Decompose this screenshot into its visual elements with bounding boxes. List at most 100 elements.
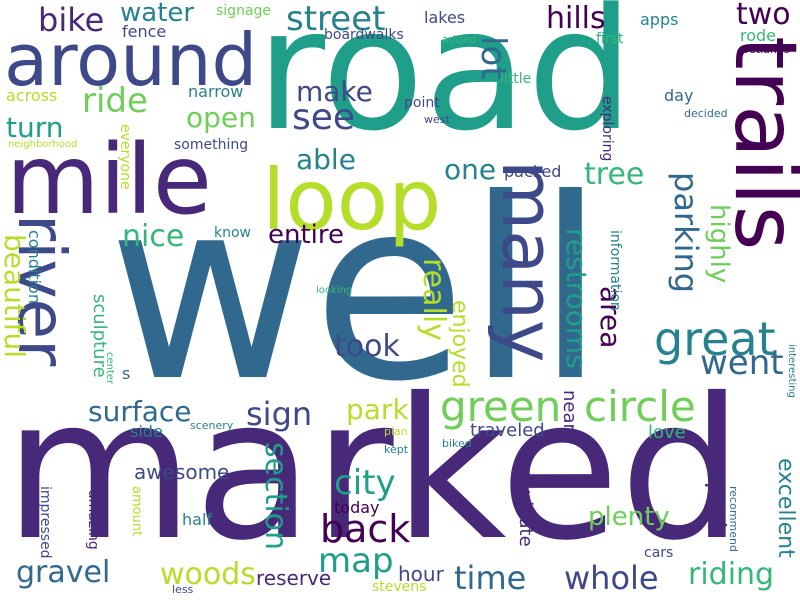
word-time: time <box>454 559 527 597</box>
word-marked: marked <box>4 356 744 583</box>
word-interesting: interesting <box>786 344 797 398</box>
word-center: center <box>104 352 115 385</box>
word-apps: apps <box>640 10 679 29</box>
word-one: one <box>444 153 497 186</box>
word-near: near <box>559 390 580 431</box>
word-kept: kept <box>384 443 409 456</box>
word-awesome: awesome <box>134 460 230 484</box>
word-across: across <box>6 86 58 105</box>
word-hills: hills <box>546 1 606 36</box>
word-many: many <box>486 160 570 363</box>
word-traveled: traveled <box>470 420 545 441</box>
word-information: information <box>607 230 623 311</box>
word-amazing: amazing <box>85 490 101 550</box>
word-condition: condition <box>25 230 44 304</box>
word-fence: fence <box>122 22 167 41</box>
word-see: see <box>292 97 356 138</box>
word-point: point <box>404 95 440 111</box>
word-mile: mile <box>6 124 212 236</box>
word-navigate: navigate <box>515 468 536 547</box>
word-restrooms: restrooms <box>560 228 593 369</box>
word-sculpture: sculpture <box>89 294 110 378</box>
word-side: side <box>130 422 163 441</box>
word-reserve: reserve <box>256 566 332 590</box>
word-recommend: recommend <box>727 486 740 552</box>
word-day: day <box>664 86 694 105</box>
word-scenery: scenery <box>190 419 234 432</box>
word-surface: surface <box>88 395 192 428</box>
word-cars: cars <box>644 545 674 561</box>
word-went: went <box>700 343 784 383</box>
word-whole: whole <box>564 559 659 597</box>
word-plan: plan <box>384 425 408 438</box>
word-took: took <box>334 329 400 364</box>
word-green: green <box>440 382 562 431</box>
word-gravel: gravel <box>16 555 111 590</box>
word-nice: nice <box>122 219 185 254</box>
word-know: know <box>214 225 251 241</box>
word-parking: parking <box>667 172 705 294</box>
word-added: added <box>442 33 477 46</box>
word-entire: entire <box>268 220 345 250</box>
word-water: water <box>120 0 195 28</box>
word-boardwalks: boardwalks <box>324 27 404 43</box>
word-half: half <box>182 510 213 529</box>
word-area: area <box>594 286 627 349</box>
word-narrow: narrow <box>188 82 244 101</box>
word-impressed: impressed <box>37 486 53 559</box>
word-rode: rode <box>740 26 777 45</box>
word-able: able <box>296 143 356 176</box>
word-excellent: excellent <box>773 458 798 558</box>
word-circle: circle <box>584 382 696 431</box>
word-riding: riding <box>688 557 775 592</box>
word-something: something <box>174 137 249 153</box>
word-back: back <box>320 507 411 551</box>
word-signage: signage <box>216 3 272 19</box>
word-section: section <box>258 442 293 551</box>
word-open: open <box>186 101 256 134</box>
word-sign: sign <box>246 395 313 433</box>
word-everyone: everyone <box>117 124 133 190</box>
word-loop: loop <box>262 151 442 249</box>
word-bike: bike <box>38 1 105 39</box>
word-map: map <box>318 541 394 581</box>
word-part: part <box>704 482 732 532</box>
word-tree: tree <box>584 157 645 192</box>
word-packed: packed <box>504 162 562 181</box>
word-love: love <box>648 422 686 443</box>
word-around: around <box>4 18 258 102</box>
word-stevens: stevens <box>372 579 427 595</box>
word-woods: woods <box>160 557 256 592</box>
word-beautiful: beautiful <box>0 234 31 359</box>
word-plenty: plenty <box>588 502 670 532</box>
word-decided: decided <box>684 107 728 120</box>
word-amount: amount <box>129 486 144 537</box>
word-west: west <box>424 113 450 126</box>
word-hour: hour <box>398 562 444 586</box>
word-neighborhood: neighborhood <box>8 139 78 150</box>
word-wetlands: wetlands <box>740 43 790 56</box>
word-street: street <box>286 0 386 39</box>
word-looking: looking <box>316 285 353 296</box>
word-little: little <box>500 71 532 87</box>
word-river: river <box>3 214 80 367</box>
word-biked: biked <box>442 437 472 450</box>
word-first: first <box>596 31 624 47</box>
word-today: today <box>334 498 380 517</box>
word-turn: turn <box>6 111 64 144</box>
word-enjoyed: enjoyed <box>447 300 472 388</box>
word-lot: lot <box>473 36 513 80</box>
word-exploring: exploring <box>599 96 615 162</box>
word-s: s <box>122 364 131 383</box>
word-park: park <box>346 393 409 426</box>
word-well: well <box>108 145 606 436</box>
word-trails: trails <box>715 36 800 251</box>
word-city: city <box>334 463 396 503</box>
word-two: two <box>736 0 791 32</box>
word-lakes: lakes <box>424 8 466 27</box>
word-really: really <box>416 258 451 341</box>
word-great: great <box>654 312 776 366</box>
word-highly: highly <box>704 204 734 284</box>
word-less: less <box>172 583 194 596</box>
